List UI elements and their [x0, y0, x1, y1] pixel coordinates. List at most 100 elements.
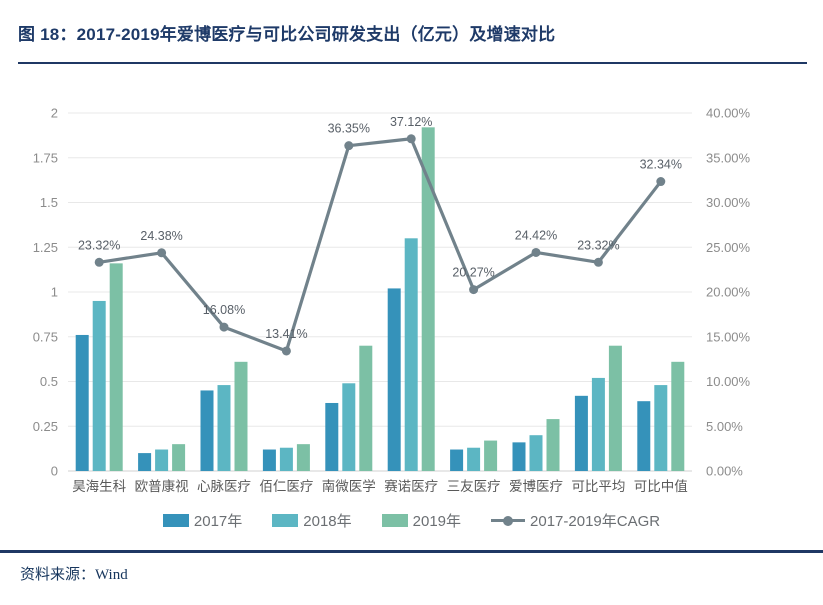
- svg-text:1.75: 1.75: [33, 150, 58, 165]
- bar: [172, 444, 186, 471]
- svg-text:2: 2: [51, 106, 58, 121]
- svg-text:心脉医疗: 心脉医疗: [197, 479, 251, 494]
- footer-divider: [0, 550, 823, 553]
- svg-text:30.00%: 30.00%: [706, 195, 751, 210]
- legend-item-cagr: 2017-2019年CAGR: [491, 510, 660, 531]
- svg-text:佰仁医疗: 佰仁医疗: [259, 479, 313, 494]
- bar: [591, 377, 605, 471]
- right-axis-ticks: 0.00% 5.00% 10.00% 15.00% 20.00% 25.00% 30.00%…: [706, 106, 751, 479]
- cagr-point-label: 23.32%: [78, 238, 120, 252]
- figure-header: 图 18：2017-2019年爱博医疗与可比公司研发支出（亿元）及增速对比: [18, 20, 807, 45]
- svg-text:0.00%: 0.00%: [706, 464, 743, 479]
- svg-text:昊海生科: 昊海生科: [72, 479, 126, 494]
- cagr-point-label: 20.27%: [452, 266, 494, 280]
- svg-text:40.00%: 40.00%: [706, 106, 751, 121]
- svg-text:35.00%: 35.00%: [706, 150, 751, 165]
- bar: [200, 390, 214, 471]
- cagr-point: [656, 177, 666, 187]
- chart-legend: 2017年 2018年 2019年 2017-2019年CAGR: [0, 510, 823, 531]
- cagr-line-series: 23.32% 24.38% 16.08% 13.41% 36.35% 37.12% 20.2…: [78, 115, 682, 356]
- cagr-point: [219, 322, 229, 332]
- bar: [325, 402, 339, 471]
- bar: [637, 401, 651, 471]
- bar: [262, 449, 276, 471]
- cagr-point: [157, 248, 167, 258]
- bar: [404, 238, 418, 471]
- cagr-point-label: 24.38%: [140, 229, 182, 243]
- bar: [450, 449, 464, 471]
- svg-text:5.00%: 5.00%: [706, 419, 743, 434]
- svg-text:爱博医疗: 爱博医疗: [509, 478, 563, 494]
- cagr-point-label: 16.08%: [203, 303, 245, 317]
- figure-title: 图 18：2017-2019年爱博医疗与可比公司研发支出（亿元）及增速对比: [18, 25, 556, 44]
- cagr-point-label: 32.34%: [640, 158, 682, 172]
- cagr-line: [97, 137, 663, 353]
- bar: [608, 345, 622, 471]
- svg-text:1: 1: [51, 285, 58, 300]
- bar: [155, 449, 169, 471]
- cagr-point-label: 23.32%: [577, 238, 619, 252]
- svg-text:0.25: 0.25: [33, 419, 58, 434]
- legend-swatch-2019: [381, 514, 408, 527]
- svg-text:可比中值: 可比中值: [634, 479, 688, 494]
- cagr-point-label: 13.41%: [265, 327, 307, 341]
- svg-text:1.5: 1.5: [40, 195, 58, 210]
- svg-text:赛诺医疗: 赛诺医疗: [384, 479, 438, 494]
- cagr-point-label: 37.12%: [390, 115, 432, 129]
- bar: [546, 419, 560, 471]
- svg-text:10.00%: 10.00%: [706, 374, 751, 389]
- bar: [138, 453, 152, 471]
- bar: [75, 334, 89, 471]
- bars-series-1: [92, 238, 668, 471]
- bar: [467, 447, 481, 471]
- bar: [279, 447, 293, 471]
- bar: [671, 361, 685, 471]
- cagr-point: [281, 346, 291, 356]
- bars-series-2: [109, 127, 685, 471]
- svg-text:15.00%: 15.00%: [706, 329, 751, 344]
- x-axis-labels: 昊海生科 欧普康视 心脉医疗 佰仁医疗 南微医学 赛诺医疗 三友医疗 爱博医疗 可比平均 可比中值: [72, 478, 688, 494]
- legend-label-2018: 2018年: [303, 513, 352, 530]
- legend-label-cagr: 2017-2019年CAGR: [530, 513, 661, 530]
- legend-label-2019: 2019年: [412, 513, 462, 530]
- legend-label-2017: 2017年: [193, 513, 243, 530]
- svg-text:欧普康视: 欧普康视: [135, 478, 189, 494]
- legend-item-2017: 2017年: [162, 510, 243, 531]
- bar: [512, 442, 526, 471]
- cagr-point: [531, 247, 541, 257]
- bar: [109, 263, 123, 471]
- bar: [654, 385, 668, 471]
- svg-text:1.25: 1.25: [33, 240, 58, 255]
- cagr-point: [469, 285, 479, 295]
- cagr-point-label: 24.42%: [515, 228, 557, 242]
- combo-chart: 0 0.25 0.5 0.75 1 1.25 1.5 1.75 2 0.00% 5.00% 10.00…: [0, 85, 823, 510]
- gridlines: [68, 112, 692, 472]
- bar: [421, 127, 435, 471]
- bar: [387, 288, 401, 471]
- bar: [359, 345, 373, 471]
- left-axis-ticks: 0 0.25 0.5 0.75 1 1.25 1.5 1.75 2: [33, 106, 58, 479]
- svg-text:0.75: 0.75: [33, 329, 58, 344]
- cagr-point: [344, 141, 354, 151]
- cagr-point: [94, 257, 104, 267]
- bars-series-0: [75, 288, 651, 471]
- bar: [296, 444, 310, 471]
- title-divider: [18, 62, 807, 64]
- svg-text:25.00%: 25.00%: [706, 240, 751, 255]
- bar: [342, 383, 356, 471]
- svg-text:0.5: 0.5: [40, 374, 58, 389]
- legend-item-2018: 2018年: [272, 510, 352, 531]
- legend-swatch-2017: [162, 514, 189, 527]
- svg-text:可比平均: 可比平均: [571, 479, 625, 494]
- legend-item-2019: 2019年: [381, 510, 462, 531]
- legend-swatch-2018: [272, 514, 299, 527]
- bar: [217, 385, 231, 471]
- bar: [234, 361, 248, 471]
- bar: [574, 395, 588, 471]
- svg-text:南微医学: 南微医学: [322, 479, 376, 494]
- cagr-point-label: 36.35%: [328, 122, 370, 136]
- cagr-point: [406, 134, 416, 144]
- svg-text:三友医疗: 三友医疗: [447, 479, 501, 494]
- svg-text:0: 0: [51, 464, 58, 479]
- legend-line-marker-icon: [491, 514, 526, 527]
